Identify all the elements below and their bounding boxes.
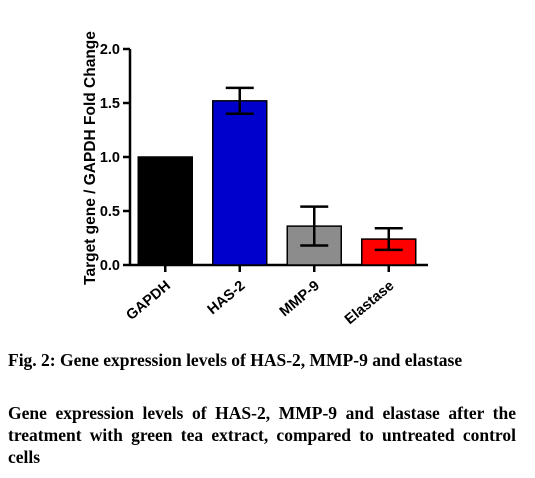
- y-axis-label: Target gene / GAPDH Fold Change: [82, 31, 99, 285]
- x-tick-label-mmp-9: MMP-9: [277, 278, 323, 320]
- x-tick-label-gapdh: GAPDH: [123, 278, 173, 324]
- y-tick-label: 0.5: [100, 204, 120, 220]
- bar-gapdh: [137, 156, 193, 266]
- x-tick-label-elastase: Elastase: [342, 278, 397, 328]
- bar-chart: 0.00.51.01.52.0 GAPDH HAS-2 MMP-9 Elastase …: [82, 31, 428, 328]
- y-tick-label: 0.0: [100, 258, 120, 274]
- figure-description: Gene expression levels of HAS-2, MMP-9 a…: [8, 403, 516, 467]
- y-tick-label: 1.0: [100, 150, 120, 166]
- bar-has-2: [212, 100, 268, 266]
- x-tick-label-has-2: HAS-2: [205, 278, 249, 318]
- error-bars-group: [225, 86, 403, 252]
- y-axis: 0.0 0.5 1.0 1.5 2.0: [100, 42, 132, 274]
- x-axis: GAPDH HAS-2 MMP-9 Elastase: [123, 263, 428, 328]
- figure-title: Fig. 2: Gene expression levels of HAS-2,…: [8, 350, 463, 370]
- bars-group: [137, 100, 417, 266]
- y-tick-label: 2.0: [100, 42, 120, 58]
- y-tick-label: 1.5: [100, 96, 120, 112]
